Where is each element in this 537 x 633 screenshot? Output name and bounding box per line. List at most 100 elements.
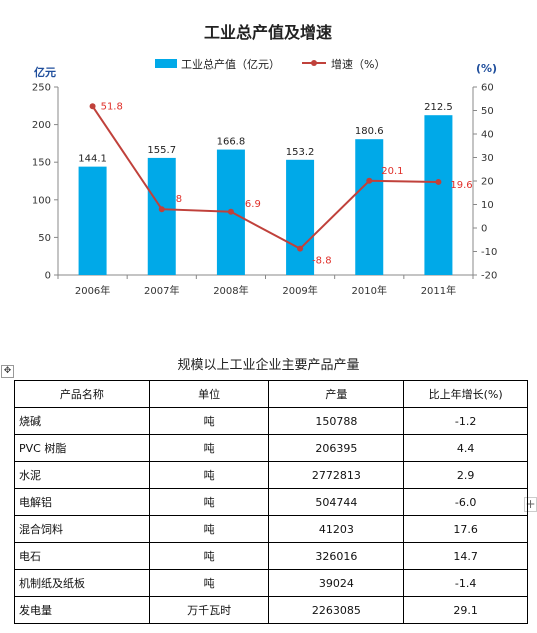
table-row: 水泥 吨 2772813 2.9 (14, 461, 528, 489)
bar-data-label: 144.1 (78, 154, 107, 165)
cell-output: 2772813 (268, 461, 405, 489)
y-right-tick-label: -20 (481, 271, 497, 282)
bar-output (78, 166, 107, 275)
cell-output: 326016 (268, 542, 405, 570)
cell-unit: 吨 (148, 434, 270, 462)
cell-output: 150788 (268, 407, 405, 435)
table-row: 烧碱 吨 150788 -1.2 (14, 407, 528, 435)
cell-product-name: 水泥 (14, 461, 150, 489)
cell-product-name: 机制纸及纸板 (14, 569, 150, 597)
cell-unit: 吨 (148, 515, 270, 543)
x-tick-label: 2006年 (75, 284, 110, 297)
line-point-growth (227, 208, 234, 215)
chart-title: 工业总产值及增速 (204, 23, 332, 42)
table-title: 规模以上工业企业主要产品产量 (177, 358, 360, 373)
cell-unit: 万千瓦时 (148, 596, 270, 624)
y-left-tick-label: 250 (32, 83, 51, 94)
cell-unit: 吨 (148, 569, 270, 597)
line-data-label: 6.9 (245, 199, 261, 210)
table-row: 电石 吨 326016 14.7 (14, 542, 528, 570)
cell-growth: -1.2 (403, 407, 528, 435)
table-row: 发电量 万千瓦时 2263085 29.1 (14, 596, 528, 624)
cell-growth: 14.7 (403, 542, 528, 570)
cell-product-name: PVC 树脂 (14, 434, 150, 462)
bar-data-label: 166.8 (217, 137, 246, 148)
bar-data-label: 180.6 (355, 126, 384, 137)
bar-output (147, 157, 176, 275)
header-growth: 比上年增长(%) (403, 380, 528, 408)
line-growth (91, 105, 439, 250)
line-data-label: 8 (176, 194, 182, 205)
y-right-tick-label: 0 (481, 224, 487, 235)
cell-output: 39024 (268, 569, 405, 597)
bar-data-label: 153.2 (286, 147, 315, 158)
line-point-growth (435, 178, 442, 185)
cell-output: 2263085 (268, 596, 405, 624)
x-tick-label: 2011年 (421, 284, 456, 297)
line-data-label: -8.8 (312, 256, 332, 267)
cell-product-name: 电石 (14, 542, 150, 570)
cell-output: 206395 (268, 434, 405, 462)
bar-output (424, 115, 453, 275)
bar-output (355, 139, 384, 275)
y-left-tick-label: 100 (32, 195, 51, 206)
line-point-growth (89, 103, 96, 110)
cell-unit: 吨 (148, 461, 270, 489)
cell-growth: -6.0 (403, 488, 528, 516)
line-point-growth (366, 177, 373, 184)
line-point-growth (158, 206, 165, 213)
cell-growth: 4.4 (403, 434, 528, 462)
header-product-name: 产品名称 (14, 380, 150, 408)
line-point-growth (297, 245, 304, 252)
table-row: 混合饲料 吨 41203 17.6 (14, 515, 528, 543)
cell-growth: 17.6 (403, 515, 528, 543)
y-right-tick-label: 30 (481, 153, 494, 164)
cell-product-name: 混合饲料 (14, 515, 150, 543)
y-right-tick-label: 50 (481, 106, 494, 117)
legend-marker-growth (311, 60, 317, 66)
line-data-label: 51.8 (101, 101, 123, 112)
table-header-row: 产品名称 单位 产量 比上年增长(%) (14, 380, 528, 408)
cell-unit: 吨 (148, 542, 270, 570)
cell-unit: 吨 (148, 407, 270, 435)
x-tick-label: 2007年 (144, 284, 179, 297)
table-row: 电解铝 吨 504744 -6.0 (14, 488, 528, 516)
y-right-tick-label: 20 (481, 177, 494, 188)
cell-growth: -1.4 (403, 569, 528, 597)
y-right-tick-label: 40 (481, 130, 494, 141)
legend-swatch-output (155, 59, 177, 68)
table-move-handle-icon[interactable]: ✥ (1, 365, 14, 378)
header-output: 产量 (268, 380, 405, 408)
cell-output: 504744 (268, 488, 405, 516)
y-right-tick-label: 60 (481, 83, 494, 94)
bar-data-label: 212.5 (424, 102, 453, 113)
bar-output (286, 159, 315, 275)
line-data-label: 20.1 (381, 166, 403, 177)
cell-growth: 29.1 (403, 596, 528, 624)
legend-label-output: 工业总产值（亿元） (181, 57, 280, 71)
x-tick-label: 2009年 (282, 284, 317, 297)
product-output-table: 产品名称 单位 产量 比上年增长(%) 烧碱 吨 150788 -1.2 PVC… (14, 380, 528, 624)
table-row: 机制纸及纸板 吨 39024 -1.4 (14, 569, 528, 597)
y-left-tick-label: 150 (32, 158, 51, 169)
cell-product-name: 电解铝 (14, 488, 150, 516)
cell-growth: 2.9 (403, 461, 528, 489)
table-row: PVC 树脂 吨 206395 4.4 (14, 434, 528, 462)
cell-product-name: 发电量 (14, 596, 150, 624)
y-right-tick-label: -10 (481, 247, 497, 258)
x-tick-label: 2008年 (213, 284, 248, 297)
cell-product-name: 烧碱 (14, 407, 150, 435)
line-data-label: 19.6 (450, 180, 472, 191)
bar-data-label: 155.7 (147, 145, 176, 156)
legend-label-growth: 增速（%） (331, 57, 385, 71)
y-left-tick-label: 0 (45, 271, 51, 282)
y-right-unit: (%) (476, 62, 497, 75)
y-left-unit: 亿元 (34, 65, 56, 79)
y-right-tick-label: 10 (481, 200, 494, 211)
y-left-tick-label: 50 (38, 233, 51, 244)
y-left-tick-label: 200 (32, 120, 51, 131)
x-tick-label: 2010年 (352, 284, 387, 297)
header-unit: 单位 (148, 380, 270, 408)
